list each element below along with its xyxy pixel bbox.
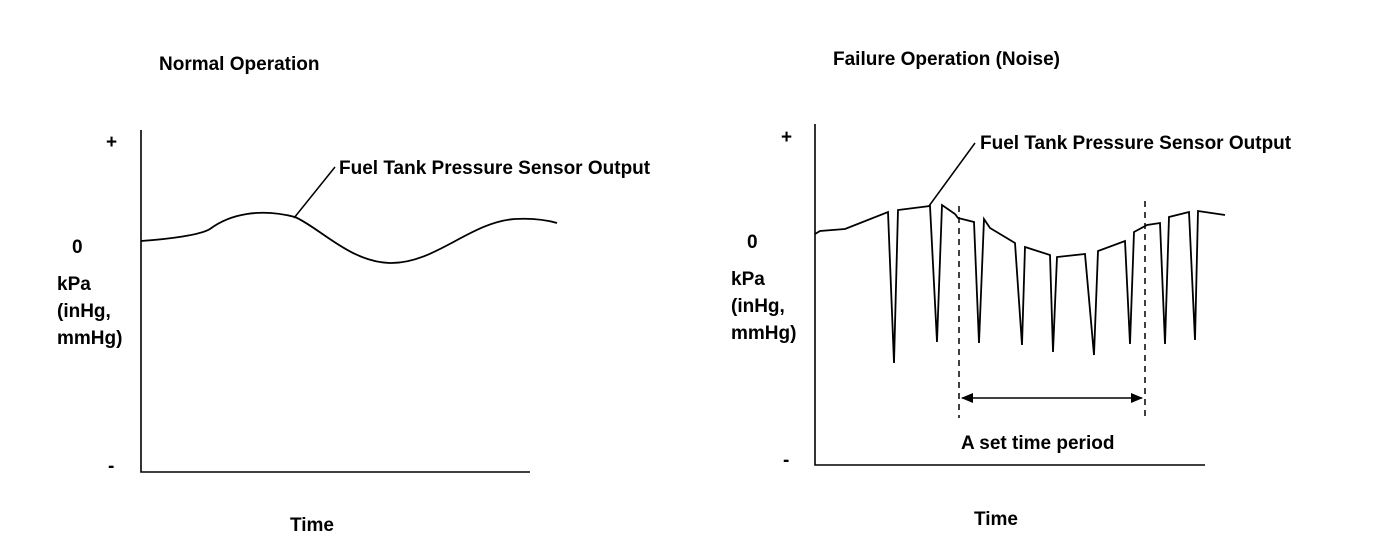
normal-curve-label: Fuel Tank Pressure Sensor Output: [339, 158, 651, 179]
failure-curve-leader-line: [928, 142, 976, 207]
normal-panel-title: Normal Operation: [159, 54, 319, 75]
normal-pressure-curve: [140, 211, 558, 264]
normal-y-unit-line3: mmHg): [57, 328, 122, 349]
failure-y-unit-line2: (inHg,: [731, 296, 785, 317]
failure-x-axis-label: Time: [974, 509, 1018, 530]
normal-x-axis-label: Time: [290, 515, 334, 536]
normal-y-unit-line1: kPa: [57, 274, 91, 295]
failure-y-minus-label: -: [783, 450, 789, 471]
normal-y-plus-label: +: [106, 132, 117, 153]
failure-y-unit-line3: mmHg): [731, 323, 796, 344]
normal-operation-panel: Normal Operation + 0 kPa (inHg, mmHg) - …: [57, 54, 651, 536]
failure-operation-panel: Failure Operation (Noise) + 0 kPa (inHg,…: [731, 49, 1292, 530]
failure-noisy-pressure-curve: [814, 203, 1226, 364]
normal-curve-leader-line: [293, 166, 336, 219]
period-label: A set time period: [961, 433, 1114, 454]
failure-y-plus-label: +: [781, 127, 792, 148]
failure-axes: [814, 124, 1205, 466]
normal-y-unit-line2: (inHg,: [57, 301, 111, 322]
failure-y-zero-label: 0: [747, 232, 758, 253]
normal-axes: [140, 130, 530, 473]
failure-curve-label: Fuel Tank Pressure Sensor Output: [980, 133, 1292, 154]
normal-y-zero-label: 0: [72, 237, 83, 258]
failure-y-unit-line1: kPa: [731, 269, 765, 290]
failure-panel-title: Failure Operation (Noise): [833, 49, 1060, 70]
normal-y-minus-label: -: [108, 456, 114, 477]
